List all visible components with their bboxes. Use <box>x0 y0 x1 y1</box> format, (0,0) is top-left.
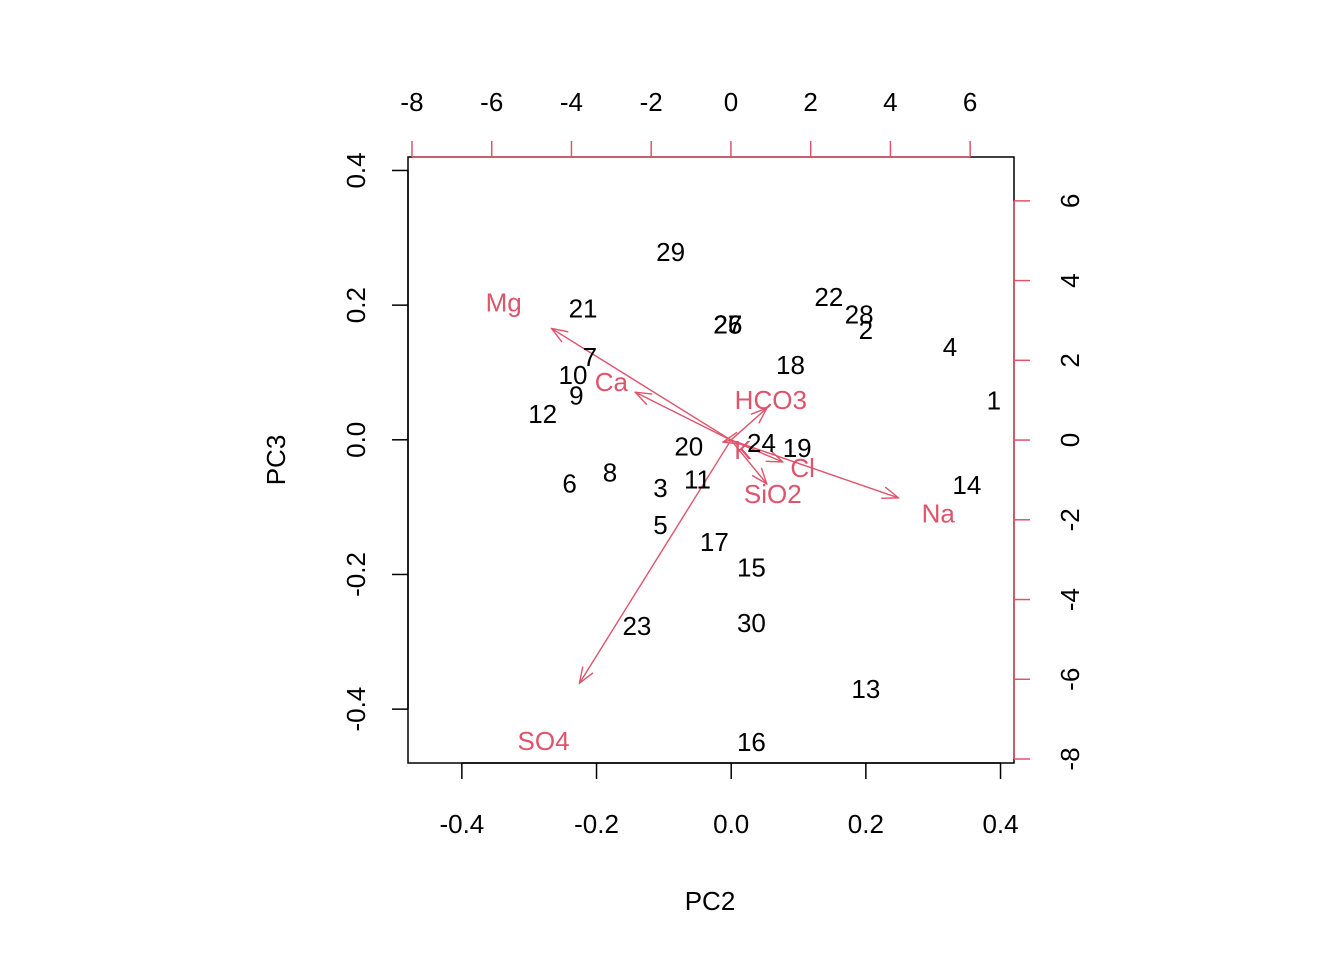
observation-label: 13 <box>851 674 880 704</box>
observation-label: 15 <box>737 553 766 583</box>
right-tick-label: 2 <box>1055 353 1085 367</box>
axis-titles: PC2 PC3 <box>261 435 735 916</box>
variable-loadings <box>552 328 899 683</box>
x-tick-label: -0.2 <box>574 809 619 839</box>
loading-arrow-so4 <box>579 439 732 683</box>
loading-arrow-na <box>730 439 898 498</box>
y-tick-label: -0.2 <box>341 552 371 597</box>
observation-label: 23 <box>622 611 651 641</box>
observation-label: 19 <box>783 433 812 463</box>
observation-label: 11 <box>684 464 711 494</box>
variable-label-na: Na <box>922 499 956 529</box>
observation-label: 22 <box>814 282 843 312</box>
x-tick-label: 0.4 <box>982 809 1018 839</box>
observation-label: 24 <box>747 428 776 458</box>
axes: -0.4 -0.2 0.0 0.2 0.4 -0.4 -0.2 0.0 0.2 0.4 -8 -6 -4… <box>341 87 1085 839</box>
x-tick-label: -0.4 <box>439 809 484 839</box>
right-tick-label: -8 <box>1055 747 1085 770</box>
observation-label: 12 <box>528 399 557 429</box>
observation-label: 20 <box>674 431 703 461</box>
observation-label: 21 <box>569 293 598 323</box>
right-tick-label: 0 <box>1055 433 1085 447</box>
observation-label: 30 <box>737 608 766 638</box>
observation-label: 10 <box>559 360 588 390</box>
top-tick-label: -8 <box>400 87 423 117</box>
observation-label: 8 <box>603 458 617 488</box>
y-tick-label: 0.4 <box>341 152 371 188</box>
observation-label: 14 <box>952 470 981 500</box>
right-tick-label: -4 <box>1055 588 1085 611</box>
plot-frame <box>407 156 1015 764</box>
top-tick-label: 0 <box>724 87 738 117</box>
loading-arrow-sio2 <box>730 439 767 484</box>
observation-label: 17 <box>700 527 729 557</box>
observation-label: 3 <box>653 473 667 503</box>
variable-label-so4: SO4 <box>518 726 570 756</box>
plot-box <box>407 156 1015 764</box>
observation-label: 16 <box>737 727 766 757</box>
observation-label: 7 <box>583 342 597 372</box>
loading-arrow-ca <box>635 392 732 441</box>
variable-label-ca: Ca <box>595 367 629 397</box>
observation-label: 6 <box>562 468 576 498</box>
right-tick-label: -2 <box>1055 508 1085 531</box>
observation-label: 27 <box>713 310 742 340</box>
x-tick-label: 0.0 <box>713 809 749 839</box>
variable-label-mg: Mg <box>486 287 522 317</box>
observation-label: 28 <box>845 299 874 329</box>
top-tick-label: 6 <box>963 87 977 117</box>
top-tick-label: -2 <box>640 87 663 117</box>
y-tick-label: 0.0 <box>341 422 371 458</box>
observation-label: 5 <box>653 510 667 540</box>
top-tick-label: 2 <box>803 87 817 117</box>
observation-label: 1 <box>987 386 1001 416</box>
observation-label: 9 <box>569 380 583 410</box>
right-tick-label: -6 <box>1055 668 1085 691</box>
observation-label: 29 <box>656 237 685 267</box>
observation-label: 2 <box>859 315 873 345</box>
top-tick-label: -6 <box>480 87 503 117</box>
variable-label-cl: Cl <box>790 453 815 483</box>
observation-label: 4 <box>943 332 957 362</box>
loading-arrow-mg <box>552 328 732 441</box>
observation-label: 26 <box>713 310 742 340</box>
right-tick-label: 6 <box>1055 194 1085 208</box>
observation-label: 25 <box>713 310 742 340</box>
variable-label-sio2: SiO2 <box>744 479 802 509</box>
x-axis-title: PC2 <box>685 886 736 916</box>
top-tick-label: -4 <box>560 87 583 117</box>
loading-arrow-k <box>723 440 731 442</box>
y-axis-title: PC3 <box>261 435 291 486</box>
variable-label-k: K <box>734 435 752 465</box>
y-tick-label: 0.2 <box>341 287 371 323</box>
y-tick-label: -0.4 <box>341 687 371 732</box>
variable-label-hco3: HCO3 <box>735 385 807 415</box>
right-tick-label: 4 <box>1055 273 1085 287</box>
observation-label: 18 <box>776 350 805 380</box>
top-tick-label: 4 <box>883 87 897 117</box>
x-tick-label: 0.2 <box>848 809 884 839</box>
